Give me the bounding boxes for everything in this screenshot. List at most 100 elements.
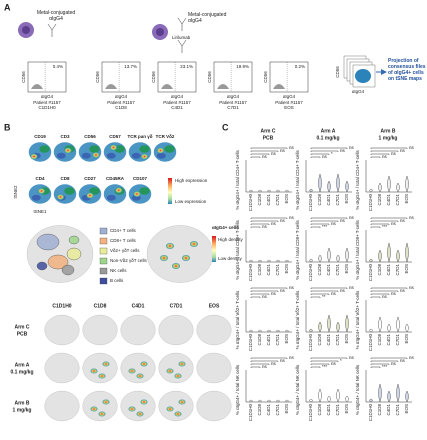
tsne-axis: tSNE2: [13, 185, 18, 199]
violin: [387, 390, 391, 403]
cluster-region: [61, 264, 75, 276]
gate-percent: 0.4%: [53, 64, 63, 69]
tsne-map: [31, 194, 41, 201]
sig-bracket: [370, 363, 390, 365]
x-tick-label: C4D1: [266, 264, 271, 276]
violin: [387, 323, 391, 333]
violin: [405, 323, 409, 333]
sig-label: *: [340, 358, 342, 363]
legend-label: CD4+ T cells: [110, 228, 136, 233]
axis: [365, 370, 412, 403]
x-tick-label: EOS: [344, 404, 349, 414]
violin: [249, 189, 253, 193]
reagent-label: Metal-conjugated αIgG4: [36, 10, 76, 22]
y-axis-label: % αIgG4+ / total NK cells: [355, 364, 360, 415]
violin: [336, 321, 340, 333]
row-header: Arm A: [15, 362, 30, 368]
antibody-icon: [177, 39, 187, 53]
sig-label: ***: [322, 364, 328, 369]
y-axis-label: % αIgG4+ / total CD8+ T-cells: [355, 219, 360, 279]
column-header: 1 mg/kg: [379, 135, 398, 141]
sig-bracket: [250, 156, 261, 158]
density-spot: [166, 368, 174, 374]
gate-percent: 13.7%: [124, 64, 137, 69]
facs-events: [217, 84, 229, 89]
facs-events: [273, 84, 285, 89]
violin: [405, 175, 409, 193]
x-axis-label: αIgG4: [41, 94, 54, 99]
y-axis-label: % αIgG4+ / total CD8+ T-cells: [295, 219, 300, 279]
x-axis-label: αIgG4: [171, 94, 184, 99]
tsne-map: [89, 145, 100, 153]
violin: [369, 258, 373, 263]
y-axis-label: % αIgG4+ / total CD4+ T-cells: [235, 149, 240, 209]
sig-bracket: [310, 156, 321, 158]
x-tick-label: C1D1H0: [248, 264, 253, 282]
axis: [365, 230, 412, 263]
tsne-map: [158, 352, 194, 384]
cluster-region: [68, 235, 80, 245]
density-spot: [136, 411, 144, 417]
tsne-map: [64, 187, 75, 195]
sig-bracket: [310, 153, 330, 155]
x-tick-label: C1D1H0: [248, 334, 253, 352]
violin: [345, 395, 349, 403]
y-axis-label: % αIgG4+ / total CD4+ T-cells: [355, 149, 360, 209]
patient-label: Patient #1157: [107, 100, 135, 105]
cell-icon: [156, 28, 164, 36]
tsne-map: [39, 145, 50, 153]
tsne-map: [103, 184, 127, 204]
gate-percent: 0.2%: [295, 64, 305, 69]
x-tick-label: C7D1: [335, 334, 340, 346]
sig-bracket: [250, 363, 270, 365]
legend-label: Vδ2+ γδT cells: [110, 248, 140, 253]
sig-label: ns: [289, 285, 295, 290]
density-spot: [102, 361, 110, 367]
tsne-map: [56, 152, 66, 159]
x-axis-label: αIgG4: [115, 94, 128, 99]
density-spot: [140, 399, 148, 405]
x-tick-label: EOS: [404, 264, 409, 274]
sig-label: ns: [391, 221, 397, 226]
density-spot: [128, 368, 136, 374]
sig-bracket: [250, 226, 261, 228]
sig-label: ns: [400, 148, 406, 153]
density-spot: [178, 399, 186, 405]
violin: [249, 259, 253, 263]
axis: [365, 160, 412, 193]
sig-label: ***: [322, 224, 328, 229]
marker-label: CD8: [60, 176, 69, 181]
tsne-map: [131, 152, 141, 159]
sig-bracket: [370, 287, 408, 289]
x-tick-label: C1D1H0: [308, 194, 313, 212]
sig-label: *: [331, 151, 333, 156]
tsne-map: [139, 145, 150, 153]
x-tick-label: C1D1H0: [308, 404, 313, 422]
sig-bracket: [250, 147, 288, 149]
tsne-map: [196, 352, 232, 384]
sig-bracket: [370, 360, 399, 362]
x-tick-label: C1D8: [257, 404, 262, 416]
y-axis-label: CD56: [335, 66, 340, 78]
tsne-map: [106, 194, 116, 201]
x-tick-label: C7D1: [335, 404, 340, 416]
violin: [369, 188, 373, 193]
sig-label: ns: [289, 215, 295, 220]
sig-bracket: [370, 290, 399, 292]
violin: [267, 259, 271, 263]
x-tick-label: C1D8: [317, 264, 322, 276]
sig-bracket: [250, 296, 261, 298]
violin: [258, 259, 262, 263]
legend-label: NK cells: [110, 268, 127, 273]
x-tick-label: C4D1: [386, 404, 391, 416]
violin: [327, 180, 331, 193]
violin: [276, 329, 280, 333]
x-tick-label: C1D8: [377, 334, 382, 346]
legend-swatch: [99, 247, 108, 255]
violin: [327, 314, 331, 333]
y-axis-label: % αIgG4+ / total CD8+ T-cells: [235, 219, 240, 279]
density-spot: [174, 373, 182, 379]
y-axis-label: CD56: [21, 71, 26, 83]
density-spot: [166, 406, 174, 412]
tsne-map: [196, 390, 232, 422]
